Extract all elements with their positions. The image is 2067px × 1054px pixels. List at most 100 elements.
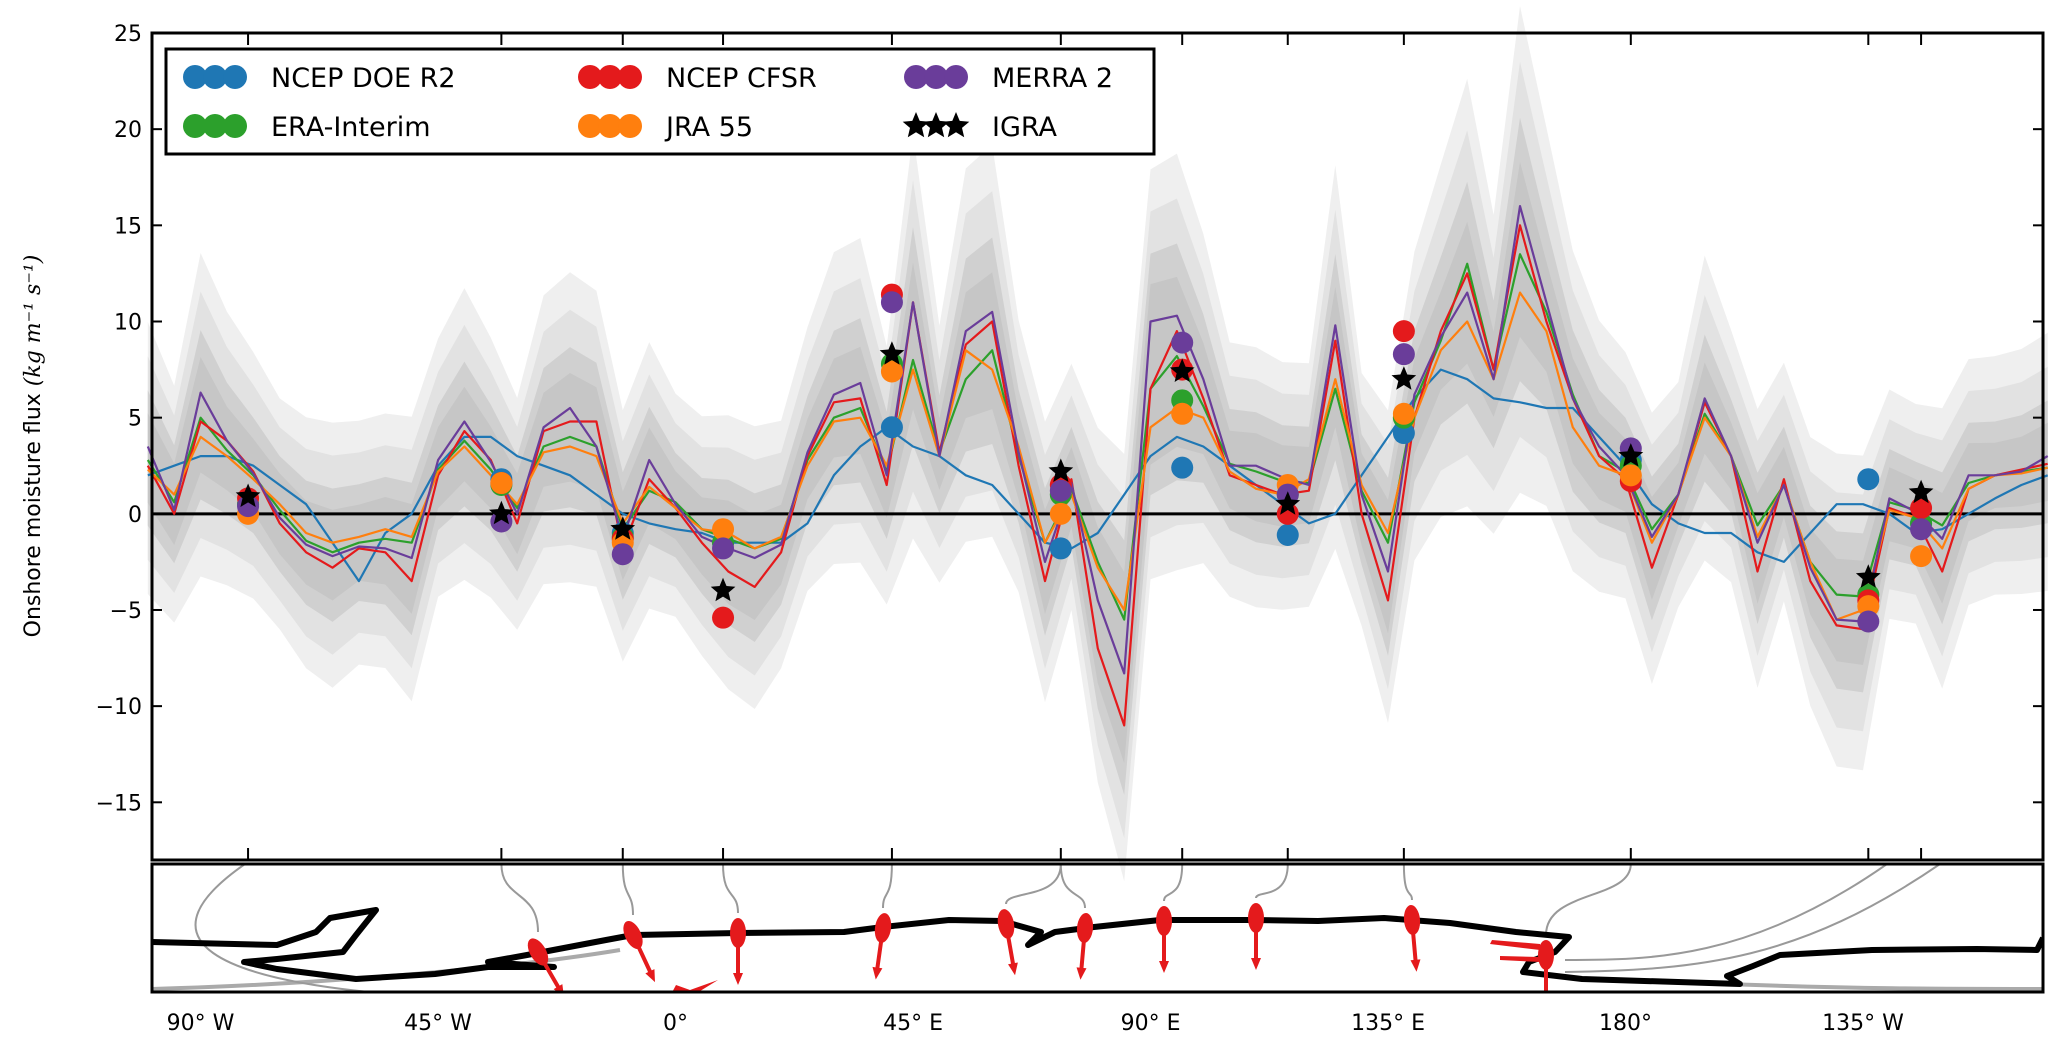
station-point-ncep-doe-r2	[1857, 468, 1880, 491]
station-connector	[1545, 864, 1632, 936]
station-point-igra	[1855, 564, 1881, 588]
station-point-ncep-cfsr	[1392, 320, 1415, 343]
y-tick-label: 10	[114, 310, 142, 335]
station-point-igra	[610, 516, 636, 540]
station-point-merra-2	[712, 537, 735, 560]
x-tick-label: 90° E	[1121, 1011, 1181, 1036]
legend: NCEP DOE R2 NCEP CFSR MERRA 2 ERA-Interim JR…	[164, 47, 1156, 156]
meridian-curve	[194, 864, 381, 992]
station-point-merra-2	[1857, 610, 1880, 633]
series-line-merra-2	[146, 205, 2049, 675]
station-connector	[1564, 864, 1888, 961]
legend-label: NCEP CFSR	[666, 63, 817, 94]
series-line-ncep-doe-r2	[147, 368, 2049, 583]
y-tick-label: 0	[128, 503, 142, 528]
legend-star-icon	[942, 112, 970, 138]
legend-dot-icon	[944, 65, 968, 89]
station-point-ncep-cfsr	[1910, 497, 1933, 520]
flux-arrow-icon	[872, 913, 892, 980]
legend-dot-icon	[578, 65, 602, 89]
station-connector	[1005, 864, 1062, 905]
antarctic-coastline	[152, 907, 2043, 987]
flux-arrow-offshore	[672, 980, 718, 992]
legend-label: IGRA	[992, 112, 1058, 143]
legend-star-icon	[922, 112, 950, 138]
main-plot-frame	[150, 31, 2045, 862]
x-tick-label: 135° W	[1822, 1011, 1904, 1036]
station-point-igra	[1908, 479, 1934, 504]
flux-arrow-icon	[623, 920, 655, 983]
legend-dot-icon	[223, 114, 247, 138]
flux-arrow-icon	[1156, 906, 1172, 973]
legend-dot-icon	[618, 65, 642, 89]
station-point-jra-55	[1910, 545, 1933, 568]
station-point-jra-55	[1857, 595, 1880, 618]
station-point-merra-2	[611, 543, 634, 566]
legend-dot-icon	[578, 114, 602, 138]
station-point-jra-55	[1619, 464, 1642, 487]
station-point-ncep-doe-r2	[1171, 456, 1194, 479]
flux-arrow-icon	[997, 909, 1018, 976]
flux-arrow-icon	[1403, 905, 1421, 972]
legend-dot-icon	[223, 65, 247, 89]
legend-dot-icon	[203, 65, 227, 89]
y-tick-label: −10	[96, 695, 142, 720]
station-point-igra	[1048, 458, 1074, 482]
axes: −15 −10 −5 0 5 10 15 20 25	[96, 22, 2043, 860]
station-point-jra-55	[880, 360, 903, 383]
x-tick-label: 135° E	[1351, 1011, 1425, 1036]
station-point-jra-55	[712, 518, 735, 541]
station-connector	[1564, 864, 1941, 973]
flux-arrow-icon	[1076, 913, 1094, 980]
station-points	[235, 283, 1934, 633]
map-panel-frame	[150, 862, 2045, 994]
flux-arrow-icon	[1248, 903, 1264, 970]
flux-arrow-icon	[527, 938, 564, 992]
legend-dot-icon	[203, 114, 227, 138]
station-connector	[1255, 864, 1289, 899]
station-point-ncep-doe-r2	[1276, 523, 1299, 546]
x-tick-label: 90° W	[167, 1011, 235, 1036]
station-point-igra	[489, 500, 514, 525]
x-tick-label: 45° E	[883, 1011, 943, 1036]
y-tick-label: 5	[128, 407, 142, 432]
legend-label: MERRA 2	[992, 63, 1113, 94]
legend-dot-icon	[183, 65, 207, 89]
flux-arrow-icon	[730, 918, 746, 985]
legend-item-ncep-cfsr: NCEP CFSR	[578, 63, 817, 94]
station-point-igra	[1169, 358, 1195, 382]
station-point-igra	[1618, 443, 1644, 467]
station-point-igra	[1275, 491, 1301, 515]
station-point-merra-2	[1049, 479, 1072, 502]
flux-arrow-icon	[1500, 956, 1540, 962]
station-point-ncep-doe-r2	[1392, 422, 1415, 445]
station-connector	[1059, 864, 1086, 909]
y-tick-label: −5	[110, 599, 142, 624]
legend-dot-icon	[618, 114, 642, 138]
station-connector	[500, 864, 539, 933]
legend-label: NCEP DOE R2	[271, 63, 456, 94]
station-point-ncep-doe-r2	[880, 416, 903, 439]
x-tick-label: 180°	[1599, 1011, 1652, 1036]
station-point-igra	[710, 577, 736, 602]
station-point-igra	[1391, 366, 1417, 390]
flux-arrow-icon	[1538, 940, 1554, 992]
station-connector	[722, 864, 739, 914]
station-connector	[1163, 864, 1184, 902]
legend-dot-icon	[598, 65, 622, 89]
legend-item-era-interim: ERA-Interim	[183, 112, 431, 143]
legend-dot-icon	[904, 65, 928, 89]
y-tick-label: 25	[114, 22, 142, 47]
series-lines	[146, 205, 2049, 727]
legend-item-ncep-doe-r2: NCEP DOE R2	[183, 63, 456, 94]
y-axis-label: Onshore moisture flux (kg m⁻¹ s⁻¹)	[21, 255, 46, 638]
station-point-merra-2	[1910, 518, 1933, 541]
x-tick-labels: 90° W 45° W 0° 45° E 90° E 135° E 180° 135° W	[167, 1011, 1904, 1036]
station-point-merra-2	[1392, 343, 1415, 366]
legend-item-jra-55: JRA 55	[578, 112, 753, 143]
station-point-jra-55	[1049, 502, 1072, 525]
y-tick-label: 20	[114, 118, 142, 143]
station-connector	[1402, 864, 1413, 901]
legend-star-icon	[902, 112, 930, 138]
